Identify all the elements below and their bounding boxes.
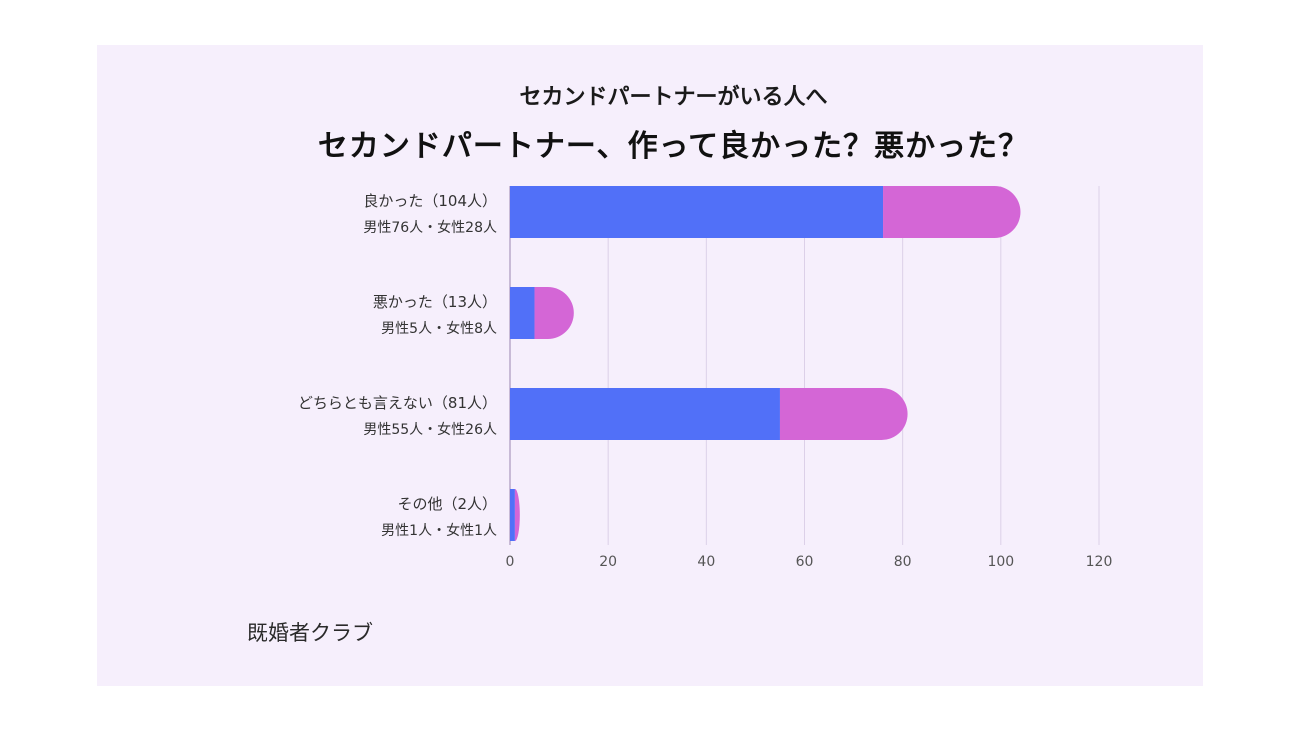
chart-card: セカンドパートナーがいる人へ セカンドパートナー、作って良かった？悪かった？ 良… bbox=[97, 45, 1203, 686]
chart-title: セカンドパートナー、作って良かった？悪かった？ bbox=[317, 129, 1030, 164]
bar-female-2 bbox=[534, 287, 574, 339]
x-tick-label: 20 bbox=[599, 554, 617, 570]
bars bbox=[510, 186, 1021, 541]
category-label: 悪かった（13人） bbox=[373, 293, 497, 311]
bar-female-3 bbox=[779, 388, 908, 440]
bar-female-1 bbox=[883, 186, 1021, 238]
x-tick-label: 0 bbox=[506, 554, 515, 570]
bar-female-4 bbox=[514, 489, 520, 541]
category-label: その他（2人） bbox=[397, 495, 497, 513]
x-tick-label: 100 bbox=[987, 554, 1014, 570]
bar-male-3 bbox=[510, 388, 780, 440]
category-detail-label: 男性1人・女性1人 bbox=[381, 522, 497, 539]
x-tick-label: 120 bbox=[1086, 554, 1113, 570]
bar-male-1 bbox=[510, 186, 884, 238]
source-credit: 既婚者クラブ bbox=[247, 621, 373, 645]
x-axis-ticks: 0 20 40 60 80 100 120 bbox=[506, 554, 1113, 570]
chart-subtitle: セカンドパートナーがいる人へ bbox=[519, 84, 828, 110]
category-detail-label: 男性5人・女性8人 bbox=[381, 320, 497, 337]
category-detail-label: 男性76人・女性28人 bbox=[363, 219, 497, 236]
category-label: 良かった（104人） bbox=[363, 192, 497, 210]
grid-lines bbox=[509, 186, 1100, 545]
x-tick-label: 40 bbox=[697, 554, 715, 570]
bar-male-2 bbox=[510, 287, 535, 339]
x-tick-label: 80 bbox=[894, 554, 912, 570]
category-label: どちらとも言えない（81人） bbox=[298, 394, 497, 412]
bar-male-4 bbox=[510, 489, 515, 541]
category-detail-label: 男性55人・女性26人 bbox=[363, 421, 497, 438]
x-tick-label: 60 bbox=[796, 554, 814, 570]
